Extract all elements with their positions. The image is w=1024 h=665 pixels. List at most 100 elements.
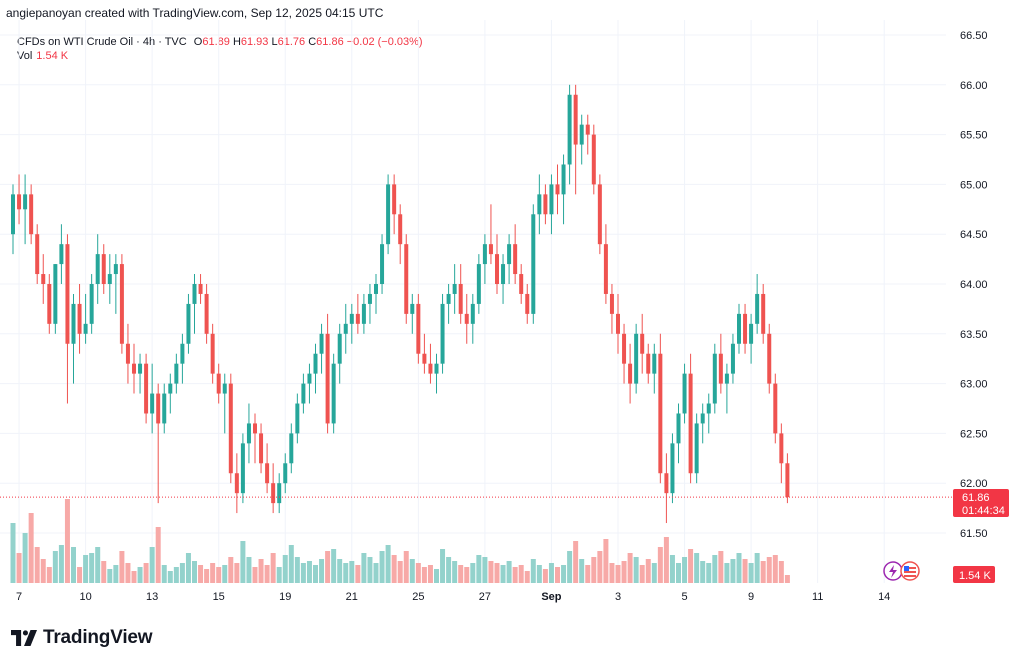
candle-body: [555, 184, 560, 195]
tradingview-logo[interactable]: TradingView: [11, 627, 153, 649]
time-tick-label: 13: [146, 591, 158, 603]
candle-body: [355, 313, 360, 324]
candle-body: [398, 214, 403, 245]
volume-bar: [403, 551, 409, 583]
volume-bar: [579, 559, 585, 583]
candle-body: [95, 254, 100, 284]
volume-bar: [536, 565, 542, 583]
candle-body: [616, 313, 620, 334]
volume-bar: [52, 551, 58, 583]
volume-bar: [409, 559, 415, 583]
volume-value: 1.54 K: [36, 50, 69, 62]
volume-bar: [518, 565, 524, 583]
event-icons[interactable]: [883, 561, 920, 581]
volume-bar: [736, 553, 742, 583]
candle-body: [476, 264, 481, 304]
time-tick-label: 9: [748, 591, 754, 603]
volume-bar: [137, 567, 143, 583]
candle-body: [446, 293, 451, 304]
volume-bar: [627, 553, 633, 583]
candle-body: [265, 463, 270, 484]
candle-body: [386, 184, 391, 245]
candle-body: [246, 423, 251, 444]
candle-body: [313, 353, 318, 374]
price-tick-label: 63.00: [960, 379, 988, 391]
volume-bar: [204, 569, 210, 583]
volume-bar: [107, 569, 113, 583]
flag-stripe-1: [904, 567, 916, 569]
candle-body: [29, 194, 34, 235]
candle-body: [761, 293, 766, 334]
candle-body: [646, 353, 651, 374]
volume-bar: [657, 547, 663, 583]
volume-bar: [609, 563, 615, 583]
price-chart[interactable]: 66.50 66.00 65.50 65.00 64.50 64.00 63.50 63.00…: [0, 0, 1024, 620]
volume-bar: [476, 555, 482, 583]
close-value: 61.86: [316, 36, 344, 48]
volume-bar: [222, 565, 228, 583]
volume-bar: [385, 545, 391, 583]
candle-body: [501, 264, 506, 284]
candle-body: [676, 413, 681, 444]
volume-bar: [391, 555, 397, 583]
candle-body: [640, 333, 645, 354]
high-value: 61.93: [240, 36, 269, 48]
symbol-name[interactable]: CFDs on WTI Crude Oil · 4h · TVC: [17, 36, 187, 48]
candle-body: [59, 244, 64, 265]
candle-body: [440, 303, 445, 364]
volume-bar: [621, 561, 627, 583]
volume-bar: [185, 553, 191, 583]
volume-bar: [216, 567, 222, 583]
candle-body: [664, 473, 669, 494]
volume-bar: [246, 557, 252, 583]
candle-body: [718, 353, 723, 384]
last-price-badge: 61.86 01:44:34: [953, 489, 1009, 517]
volume-bar: [754, 553, 760, 583]
candle-body: [83, 323, 88, 334]
time-tick-label: 7: [16, 591, 22, 603]
volume-legend: Vol 1.54 K: [17, 50, 68, 62]
volume-bar: [548, 563, 554, 583]
candle-body: [17, 194, 22, 210]
volume-bar: [555, 567, 560, 583]
volume-bar: [730, 559, 736, 583]
volume-bar: [113, 565, 119, 583]
volume-bar: [458, 565, 464, 583]
candle-body: [712, 353, 717, 404]
volume-bar: [125, 563, 131, 583]
price-tick-label: 62.00: [960, 478, 988, 490]
volume-bar: [603, 539, 609, 583]
candle-body: [198, 284, 203, 294]
candle-body: [507, 244, 512, 265]
volume-bar: [452, 561, 458, 583]
brand-name: TradingView: [43, 627, 153, 648]
volume-bar: [772, 555, 778, 583]
candle-body: [192, 284, 197, 304]
candle-body: [585, 124, 590, 135]
volume-bar: [506, 561, 512, 583]
candle-body: [132, 363, 136, 374]
volume-bar: [373, 563, 379, 583]
candle-body: [174, 363, 179, 384]
volume-bar: [64, 499, 70, 583]
candle-body: [561, 164, 566, 195]
volume-bar: [16, 553, 22, 583]
candle-body: [295, 403, 300, 434]
candle-body: [488, 244, 493, 255]
candle-body: [658, 353, 663, 474]
candle-body: [531, 214, 536, 314]
volume-bar: [676, 563, 681, 583]
close-label: C: [308, 36, 317, 48]
volume-badge-text: 1.54 K: [959, 570, 991, 582]
volume-bar: [512, 567, 518, 583]
volume-bar: [724, 563, 730, 583]
volume-bar: [240, 541, 246, 583]
price-axis: 66.50 66.00 65.50 65.00 64.50 64.00 63.50 63.00…: [960, 30, 988, 540]
candle-body: [422, 353, 427, 364]
candle-body: [11, 194, 15, 235]
candle-body: [452, 284, 457, 294]
candle-body: [138, 363, 143, 374]
volume-bar: [276, 567, 282, 583]
volume-bar: [331, 549, 337, 583]
candle-body: [349, 313, 354, 324]
